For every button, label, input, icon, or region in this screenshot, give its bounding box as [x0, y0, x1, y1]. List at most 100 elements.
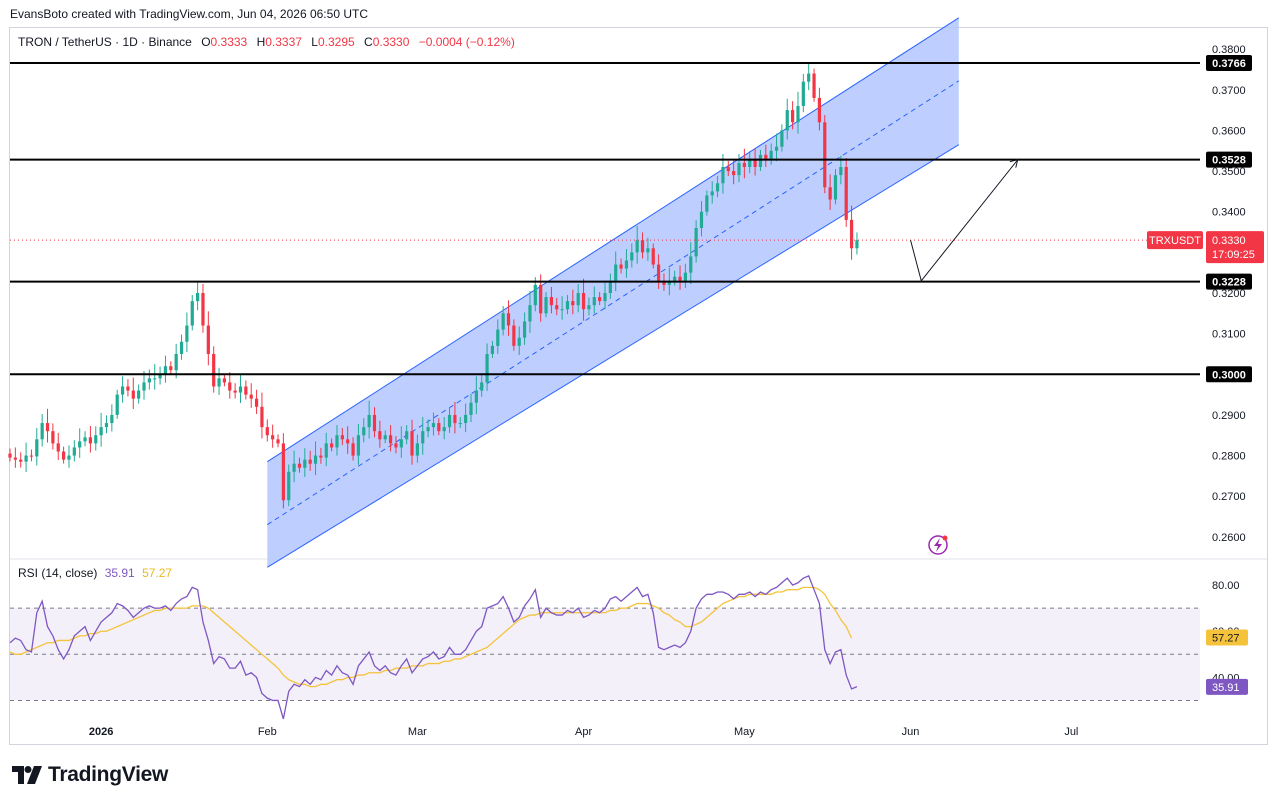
price-tick-label: 0.3600 — [1212, 125, 1246, 137]
candle-body — [244, 386, 248, 395]
candle-body — [560, 309, 564, 311]
price-tick-label: 0.3500 — [1212, 166, 1246, 178]
countdown-value: 17:09:25 — [1212, 249, 1255, 261]
price-tick-label: 0.3200 — [1212, 288, 1246, 300]
candle-body — [292, 463, 296, 472]
candle-body — [330, 443, 334, 448]
candle-body — [72, 447, 76, 456]
candle-body — [276, 439, 280, 444]
rsi-tag — [1206, 678, 1248, 695]
channel-upper-line — [267, 17, 960, 463]
candle-body — [410, 431, 414, 456]
candle-body — [303, 459, 307, 468]
candle-body — [705, 195, 709, 212]
candle-body — [222, 378, 227, 383]
candle-body — [683, 272, 688, 281]
candle-body — [260, 406, 264, 428]
candle-body — [678, 276, 682, 281]
lightning-icon — [928, 535, 948, 555]
candle-body — [528, 305, 532, 322]
candle-body — [662, 280, 666, 285]
candle-body — [228, 382, 232, 391]
channel-lower-line — [267, 144, 960, 568]
rsi-legend[interactable]: RSI (14, close) 35.91 57.27 — [18, 566, 172, 580]
candle-body — [549, 297, 554, 306]
high-value: 0.3337 — [265, 35, 302, 49]
candle-body — [555, 305, 559, 310]
level-price-label: 0.3528 — [1212, 155, 1246, 167]
candle-body — [517, 337, 521, 346]
time-tick-label: Apr — [575, 726, 592, 738]
candle-body — [431, 423, 436, 428]
candle-body — [78, 441, 82, 448]
rsi-title[interactable]: RSI (14, close) — [18, 566, 98, 580]
candle-body — [512, 325, 516, 346]
candle-body — [61, 451, 66, 460]
candle-body — [287, 471, 291, 501]
candle-body — [163, 366, 168, 375]
candle-body — [99, 427, 103, 436]
level-price-label: 0.3228 — [1212, 277, 1246, 289]
projection-arrow-head — [1009, 158, 1019, 168]
time-axis: 2026 Feb Mar Apr May Jun Jul — [89, 726, 1078, 738]
low-value: 0.3295 — [317, 35, 355, 49]
rsi-ma-value: 57.27 — [142, 566, 173, 580]
candle-body — [324, 443, 328, 458]
time-tick-label: 2026 — [89, 726, 113, 738]
candle-body — [8, 453, 12, 458]
candle-body — [651, 248, 655, 265]
candle-body — [464, 414, 468, 424]
candle-body — [726, 167, 730, 172]
level-price-tag — [1206, 54, 1252, 71]
candle-body — [635, 240, 639, 253]
candle-body — [388, 435, 393, 444]
rsi-tag-label: 35.91 — [1212, 682, 1240, 694]
candle-body — [356, 435, 361, 456]
candle-body — [598, 297, 602, 302]
channel-mid-line — [267, 80, 960, 526]
candle-body — [496, 329, 500, 346]
candle-body — [447, 414, 452, 428]
candle-body — [110, 414, 114, 424]
close-label: C — [364, 35, 373, 49]
candle-body — [592, 297, 596, 306]
time-tick-label: Mar — [408, 726, 427, 738]
candle-body — [699, 211, 704, 228]
candle-body — [646, 248, 650, 253]
price-axis: 0.2600 0.2700 0.2800 0.2900 0.3000 0.3100 0.32… — [1212, 44, 1246, 544]
candle-body — [415, 443, 419, 456]
candle-body — [120, 386, 125, 395]
candle-body — [742, 162, 746, 168]
candle-body — [196, 293, 200, 302]
candle-body — [281, 443, 285, 501]
candle-body — [855, 240, 859, 249]
candle-body — [271, 435, 275, 440]
candle-body — [721, 167, 725, 184]
symbol-name[interactable]: TRON / TetherUS · 1D · Binance — [18, 35, 192, 49]
candle-body — [715, 183, 720, 192]
symbol-legend[interactable]: TRON / TetherUS · 1D · Binance O0.3333 H… — [18, 35, 515, 49]
candle-body — [544, 297, 548, 314]
candle-body — [581, 293, 586, 310]
candle-body — [217, 378, 221, 387]
candle-body — [94, 435, 98, 444]
candle-body — [608, 280, 612, 293]
candle-body — [764, 154, 768, 159]
projection-path — [910, 159, 1019, 282]
candle-body — [603, 293, 607, 302]
price-tick-label: 0.2800 — [1212, 451, 1246, 463]
tradingview-logo[interactable]: TradingView — [12, 763, 168, 787]
candle-body — [394, 443, 398, 448]
open-label: O — [201, 35, 211, 49]
candle-body — [426, 427, 430, 432]
candle-body — [249, 394, 253, 399]
lightning-bolt-icon — [934, 538, 942, 552]
candle-body — [844, 167, 848, 220]
candle-body — [346, 439, 350, 444]
time-tick-label: May — [734, 726, 755, 738]
candle-body — [469, 402, 473, 415]
candle-body — [812, 73, 816, 98]
candle-body — [442, 427, 446, 432]
candle-body — [640, 240, 645, 253]
